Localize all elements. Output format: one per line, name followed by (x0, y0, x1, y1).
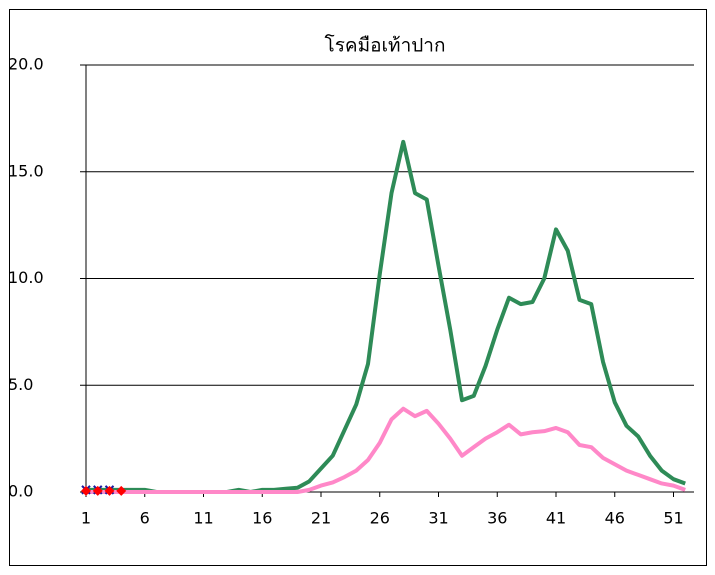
diamond-marker (116, 485, 127, 496)
x-tick-label: 26 (370, 509, 390, 528)
x-tick-label: 51 (663, 509, 683, 528)
y-tick-label: 20.0 (8, 55, 44, 74)
x-tick-label: 21 (311, 509, 331, 528)
chart-frame (9, 9, 707, 566)
y-tick-label: 5.0 (8, 375, 33, 394)
chart-title: โรคมือเท้าปาก (325, 34, 446, 57)
x-tick-label: 46 (605, 509, 625, 528)
y-tick-label: 10.0 (8, 268, 44, 287)
y-tick-label: 0.0 (8, 482, 33, 501)
diamond-marker (104, 485, 115, 496)
x-tick-label: 1 (81, 509, 91, 528)
x-tick-label: 41 (546, 509, 566, 528)
series-line (86, 406, 686, 494)
x-tick-label: 11 (193, 509, 213, 528)
x-tick-label: 6 (140, 509, 150, 528)
diamond-marker (81, 485, 91, 496)
x-tick-label: 16 (252, 509, 272, 528)
x-tick-label: 36 (487, 509, 507, 528)
diamond-marker (92, 485, 103, 496)
y-tick-label: 15.0 (8, 161, 44, 180)
x-tick-label: 31 (428, 509, 448, 528)
